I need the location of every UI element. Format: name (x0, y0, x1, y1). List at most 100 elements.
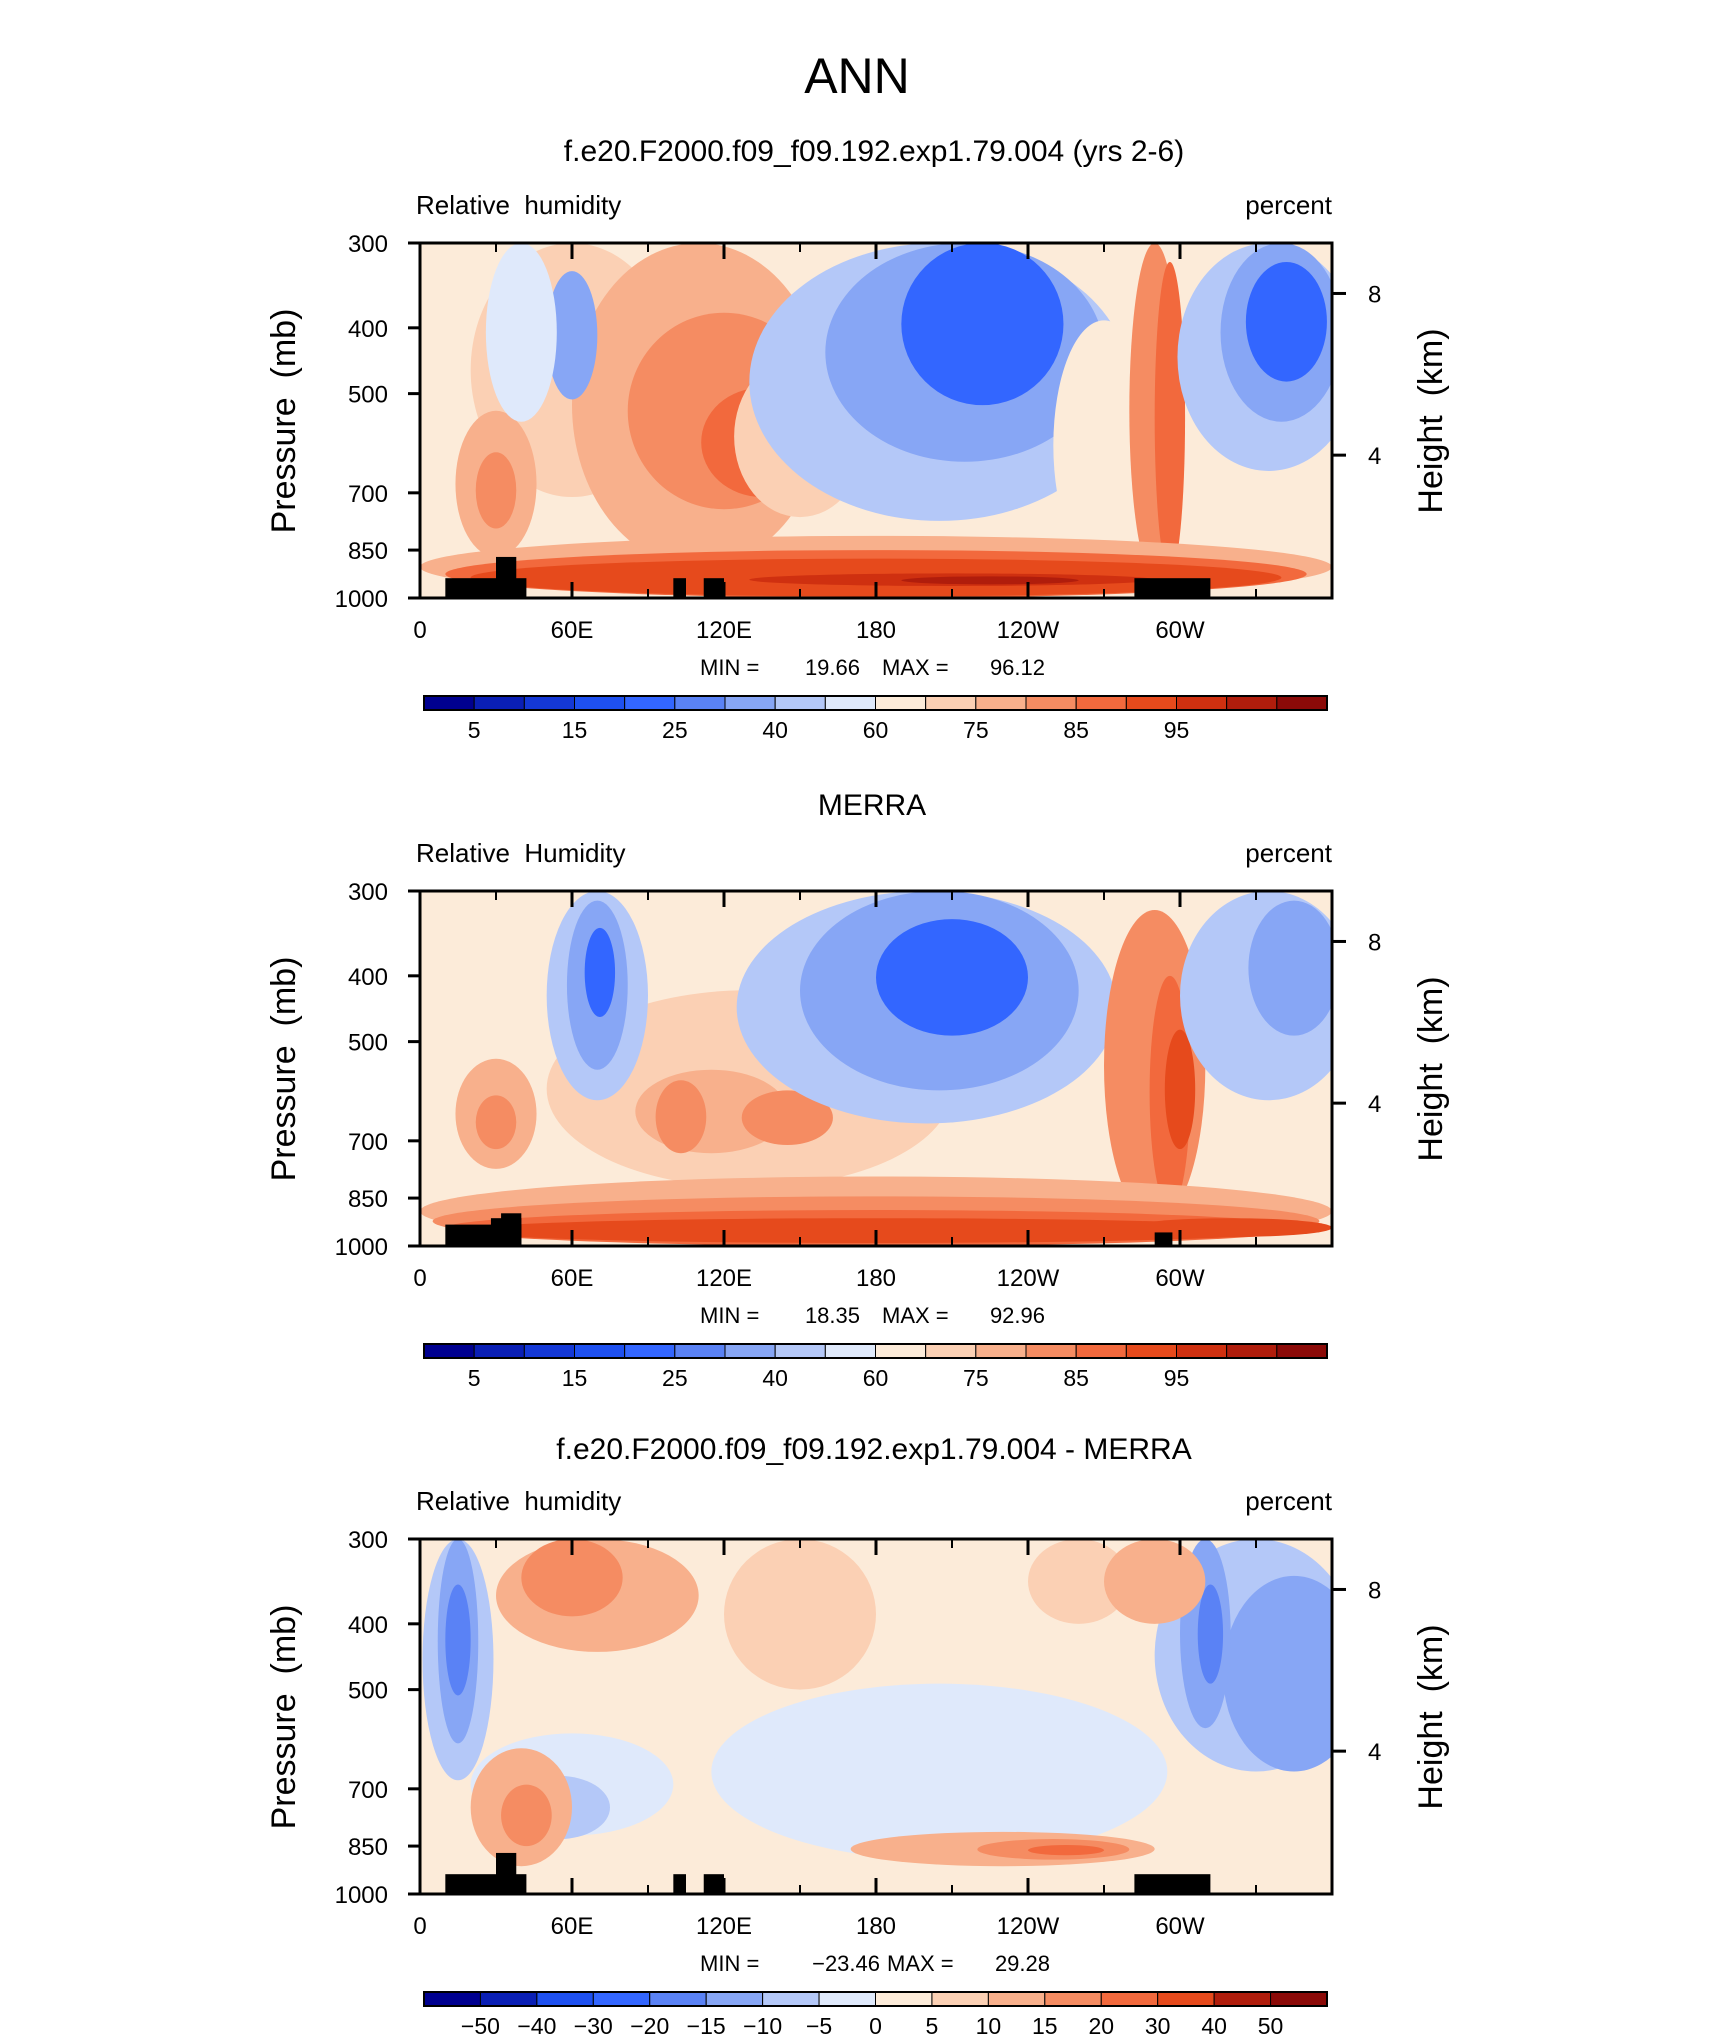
colorbar-label: 30 (1145, 2013, 1171, 2038)
panel-difference: f.e20.F2000.f09_f09.192.exp1.79.004 - ME… (265, 1433, 1450, 2039)
y-tick-label: 500 (348, 1030, 388, 1057)
colorbar-label: 75 (963, 1365, 989, 1391)
y-axis-right-label: Height (km) (1412, 328, 1450, 513)
terrain-mask (445, 556, 1211, 598)
x-tick-label: 120W (997, 617, 1060, 644)
colorbar-label: −30 (574, 2013, 613, 2038)
colorbar-swatch (674, 695, 726, 711)
colorbar-label: 25 (662, 717, 688, 743)
y-tick-label: 1000 (335, 1882, 388, 1909)
colorbar-label: 0 (869, 2013, 882, 2038)
terrain-mask (445, 1852, 1211, 1894)
y-tick-label: 700 (348, 1777, 388, 1804)
y-tick-label: 300 (348, 1527, 388, 1554)
contour-region (1104, 1539, 1206, 1624)
colorbar-swatch (1270, 1991, 1328, 2007)
max-label: MAX = (882, 655, 949, 680)
contour-field (420, 243, 1332, 598)
x-tick-label: 180 (856, 1265, 896, 1292)
y-right-tick-label: 4 (1368, 1091, 1381, 1118)
units-label: percent (1245, 1486, 1332, 1516)
x-tick-label: 180 (856, 1913, 896, 1940)
colorbar-swatch (1276, 695, 1328, 711)
colorbar-label: −40 (517, 2013, 556, 2038)
contour-region (1197, 1584, 1224, 1684)
colorbar-swatch (925, 695, 977, 711)
x-tick-label: 120E (696, 1265, 752, 1292)
colorbar-swatch (624, 695, 676, 711)
colorbar-swatch (931, 1991, 989, 2007)
y-right-tick-label: 4 (1368, 443, 1381, 470)
colorbar-swatch (1100, 1991, 1159, 2007)
max-label: MAX = (887, 1951, 954, 1976)
colorbar-swatch (1025, 695, 1077, 711)
x-tick-label: 60W (1155, 1913, 1205, 1940)
contour-field (420, 1539, 1332, 1894)
colorbar-label: 85 (1063, 1365, 1089, 1391)
colorbar-swatch (824, 695, 876, 711)
colorbar-swatch (1276, 1343, 1328, 1359)
colorbar-label: 60 (863, 717, 889, 743)
colorbar-label: 25 (662, 1365, 688, 1391)
units-label: percent (1245, 838, 1332, 868)
colorbar-swatch (649, 1991, 707, 2007)
contour-region (1154, 262, 1186, 574)
colorbar-swatch (674, 1343, 726, 1359)
colorbar-label: 5 (926, 2013, 939, 2038)
colorbar-swatch (762, 1991, 820, 2007)
x-tick-label: 120W (997, 1913, 1060, 1940)
y-tick-label: 1000 (335, 586, 388, 613)
contour-field (420, 891, 1332, 1246)
contour-region (655, 1080, 707, 1154)
terrain-block (673, 1874, 686, 1894)
colorbar-swatch (724, 1343, 776, 1359)
colorbar-swatch (1125, 1343, 1178, 1359)
colorbar-swatch (875, 695, 927, 711)
colorbar-swatch (523, 695, 575, 711)
contour-region (1028, 1539, 1130, 1624)
y-axis-label: Pressure (mb) (265, 957, 303, 1182)
y-right-tick-label: 8 (1368, 1577, 1381, 1604)
colorbar-swatch (1213, 1991, 1272, 2007)
panel-title: f.e20.F2000.f09_f09.192.exp1.79.004 - ME… (556, 1433, 1191, 1466)
x-tick-label: 120W (997, 1265, 1060, 1292)
colorbar-swatch (1226, 1343, 1278, 1359)
colorbar-label: 40 (762, 717, 788, 743)
y-tick-label: 500 (348, 1678, 388, 1705)
contour-region (521, 1539, 623, 1617)
y-axis-right-label: Height (km) (1412, 1624, 1450, 1809)
colorbar-swatch (774, 1343, 826, 1359)
contour-region (475, 452, 517, 529)
colorbar-label: 60 (863, 1365, 889, 1391)
colorbar-swatch (925, 1343, 977, 1359)
colorbar-label: 20 (1088, 2013, 1114, 2038)
colorbar-frame (423, 1343, 1328, 1359)
contour-region (475, 1095, 517, 1150)
colorbar-label: 5 (468, 1365, 481, 1391)
colorbar-swatch (1176, 1343, 1228, 1359)
y-tick-label: 400 (348, 964, 388, 991)
contour-region (901, 243, 1064, 406)
colorbar-swatch (724, 695, 776, 711)
x-tick-label: 180 (856, 617, 896, 644)
contour-region (749, 1728, 1104, 1853)
terrain-block (703, 578, 724, 598)
colorbar-label: 95 (1164, 1365, 1190, 1391)
y-axis-right-label: Height (km) (1412, 976, 1450, 1161)
colorbar-label: −20 (630, 2013, 669, 2038)
colorbar-swatch (592, 1991, 651, 2007)
min-value: 18.35 (805, 1303, 860, 1328)
contour-region (724, 1539, 876, 1690)
colorbar: 5 15 25 40 60 75 85 95 (423, 695, 1328, 743)
terrain-block (496, 1852, 517, 1894)
colorbar-swatch (423, 695, 475, 711)
colorbar-label: 40 (1201, 2013, 1227, 2038)
axes: 0 60E 120E 180 120W 60W 300 400 500 700 850 1000 8 4 (335, 879, 1382, 1292)
y-axis-label: Pressure (mb) (265, 309, 303, 534)
panel-merra: MERRA Relative Humidity percent 0 60E 120E… (265, 789, 1450, 1391)
contour-region (501, 1784, 552, 1847)
y-tick-label: 500 (348, 382, 388, 409)
contour-region (901, 576, 1079, 585)
